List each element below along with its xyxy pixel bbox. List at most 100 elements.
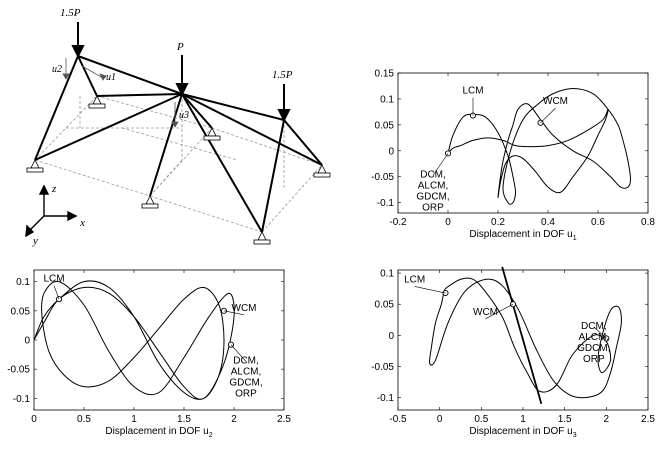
x-axis-label: Displacement in DOF u3 xyxy=(469,426,576,439)
x-tick-label: 0.2 xyxy=(491,217,505,228)
annotation-leader xyxy=(414,286,446,294)
annotation-label: WCM xyxy=(543,96,568,107)
annotation-label-line: DCM, xyxy=(581,321,607,332)
x-tick-label: -0.5 xyxy=(389,414,407,425)
annotation-label-line: GDCM, xyxy=(577,343,610,354)
annotation-label-line: ALCM, xyxy=(418,181,449,192)
y-tick-label: -0.1 xyxy=(377,198,395,209)
arrow-head-icon xyxy=(277,109,291,123)
annotation-leader xyxy=(230,344,247,362)
chart-u1: -0.2 0 0.2 0.4 0.6 0.8 0.15 0.1 0.05 0 -0.05 -0.1 Di… xyxy=(371,69,655,243)
annotation-label-line: ORP xyxy=(422,203,444,214)
x-tick-label: 0 xyxy=(437,414,443,425)
load-label-right: 1.5P xyxy=(272,69,293,81)
frame-members xyxy=(34,55,323,233)
marker-dcm xyxy=(444,150,452,157)
plot-frame xyxy=(397,72,649,214)
annotation-leader xyxy=(432,153,449,176)
axis-label-y: y xyxy=(32,235,38,247)
x-tick-label: 2 xyxy=(231,414,237,425)
annotation-leader xyxy=(485,303,514,320)
x-tick-label: 1.5 xyxy=(558,414,572,425)
annotation-leader xyxy=(540,107,556,123)
axis-label-x: x xyxy=(79,217,85,229)
x-axis-label: Displacement in DOF u2 xyxy=(105,426,212,439)
arrow-head-icon xyxy=(71,45,85,59)
annotation-label: LCM xyxy=(462,86,483,97)
arrow-head-icon xyxy=(175,83,189,97)
series-line xyxy=(447,88,632,205)
series-line xyxy=(428,277,622,399)
y-tick-label: 0 xyxy=(388,146,394,157)
annotation-label-line: DCM, xyxy=(233,356,259,367)
chart-u3: -0.5 0 0.5 1 1.5 2 2.5 0.1 0.05 0 -0.05 -0.1 Displac… xyxy=(371,266,655,439)
y-tick-label: 0.1 xyxy=(16,277,30,288)
y-tick-label: 0 xyxy=(24,336,30,347)
x-tick-label: 0.4 xyxy=(541,217,555,228)
supports xyxy=(26,95,331,245)
x-tick-label: 0 xyxy=(31,414,37,425)
x-tick-label: 0.8 xyxy=(641,217,655,228)
x-tick-label: 0.5 xyxy=(474,414,488,425)
support xyxy=(253,231,271,245)
load-label-center: P xyxy=(176,41,184,53)
axis-label-z: z xyxy=(51,183,57,195)
x-tick-label: 1 xyxy=(131,414,137,425)
x-tick-label: 0 xyxy=(445,217,451,228)
annotation-leader xyxy=(53,285,60,300)
dof-label-u1: u1 xyxy=(106,72,116,83)
annotation-label-line: DCM, xyxy=(420,170,446,181)
frame-structure-diagram: 1.5P P 1.5P u2 u1 u3 z x y xyxy=(25,7,331,247)
y-tick-label: -0.05 xyxy=(371,362,394,373)
z-arrow-icon xyxy=(38,184,50,195)
annotation-label: LCM xyxy=(404,274,425,285)
x-tick-label: -0.2 xyxy=(389,217,407,228)
y-tick-label: 0.15 xyxy=(375,69,395,80)
support xyxy=(313,164,331,178)
y-tick-label: 0.05 xyxy=(11,306,31,317)
support xyxy=(203,127,221,141)
annotation-label-line: GDCM, xyxy=(229,378,262,389)
y-tick-label: 0.1 xyxy=(380,94,394,105)
load-arrows xyxy=(71,22,291,123)
y-tick-label: -0.05 xyxy=(371,172,394,183)
annotation-label-line: ORP xyxy=(235,389,257,400)
annotation-leader xyxy=(223,310,245,316)
annotation-label-line: ALCM, xyxy=(579,332,610,343)
x-tick-label: 0.6 xyxy=(591,217,605,228)
annotation-label: WCM xyxy=(473,307,498,318)
x-axis-label-subscript: 2 xyxy=(209,432,213,439)
x-tick-label: 2 xyxy=(604,414,610,425)
y-arrow-icon xyxy=(25,224,35,238)
dof-label-u3: u3 xyxy=(179,110,189,121)
chart-u2: 0 0.5 1 1.5 2 2.5 0.1 0.05 0 -0.05 -0.1 Displacemen… xyxy=(7,269,291,439)
y-tick-label: -0.1 xyxy=(13,394,31,405)
annotation-leader xyxy=(593,326,607,339)
x-axis-label-subscript: 1 xyxy=(573,235,577,242)
x-tick-label: 2.5 xyxy=(641,414,655,425)
x-tick-label: 1 xyxy=(520,414,526,425)
x-arrow-icon xyxy=(67,210,78,222)
x-tick-label: 0.5 xyxy=(77,414,91,425)
x-tick-label: 2.5 xyxy=(277,414,291,425)
y-tick-label: -0.05 xyxy=(7,365,30,376)
annotation-label: LCM xyxy=(43,274,64,285)
annotation-label-line: ALCM, xyxy=(231,367,262,378)
base-grid xyxy=(34,94,323,233)
annotation-label-line: ORP xyxy=(583,354,605,365)
load-label-left: 1.5P xyxy=(60,7,81,19)
annotation-label: WCM xyxy=(232,303,257,314)
support xyxy=(26,159,44,173)
series-line xyxy=(501,266,543,405)
y-tick-label: 0.1 xyxy=(380,269,394,280)
annotation-label-line: GDCM, xyxy=(416,192,449,203)
coordinate-axes xyxy=(25,184,78,238)
x-axis-label: Displacement in DOF u1 xyxy=(469,229,576,242)
y-tick-label: 0 xyxy=(388,331,394,342)
y-tick-label: 0.05 xyxy=(375,120,395,131)
dof-label-u2: u2 xyxy=(52,64,62,75)
x-axis-label-subscript: 3 xyxy=(573,432,577,439)
series-line xyxy=(33,280,235,400)
x-tick-label: 1.5 xyxy=(177,414,191,425)
